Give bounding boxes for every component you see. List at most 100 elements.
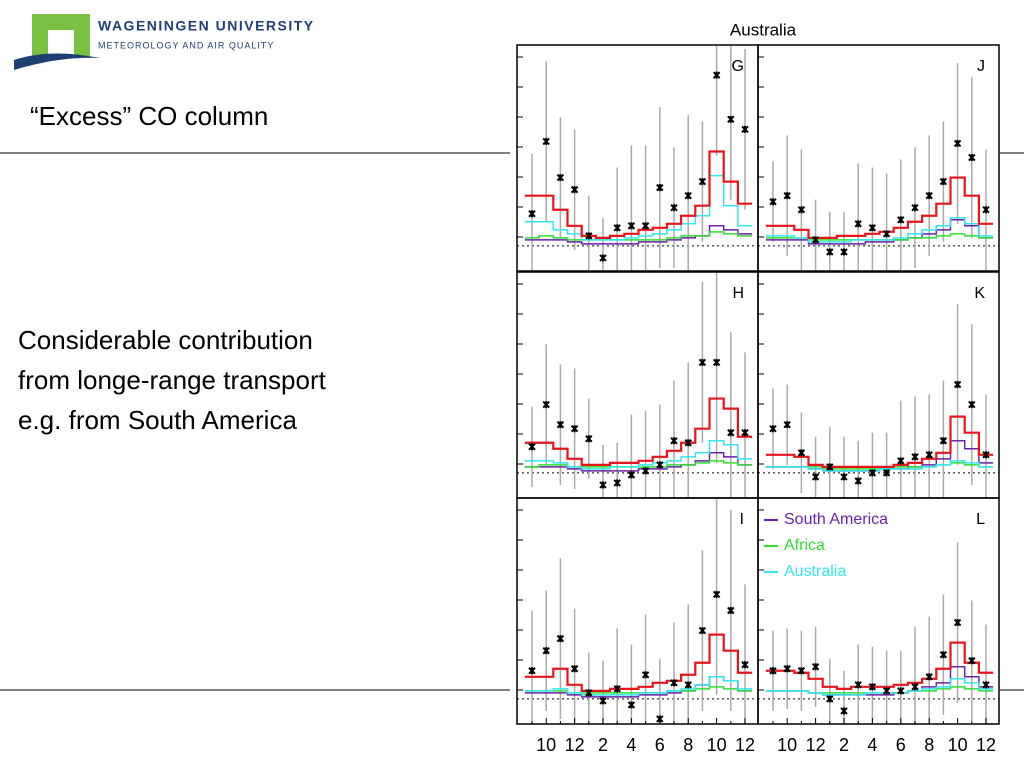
x-tick-label: 8 <box>924 735 934 755</box>
observation <box>968 657 976 665</box>
observation <box>698 177 707 186</box>
observation <box>911 204 919 212</box>
x-tick-label: 10 <box>948 735 968 755</box>
observation <box>982 451 990 459</box>
observation <box>797 667 806 675</box>
observation <box>854 220 862 228</box>
observation <box>925 451 933 459</box>
observation <box>769 424 777 433</box>
panel-label: H <box>732 285 744 302</box>
observation <box>542 646 550 655</box>
observation <box>712 71 721 79</box>
observation <box>868 683 877 691</box>
panel <box>758 304 999 498</box>
observation <box>939 650 948 659</box>
observation <box>556 634 565 643</box>
panel-label: L <box>976 511 985 528</box>
x-tick-label: 12 <box>565 735 585 755</box>
observation <box>783 191 791 200</box>
observation <box>556 420 565 429</box>
observation <box>684 681 692 689</box>
x-tick-label: 12 <box>976 735 996 755</box>
observation <box>897 216 905 224</box>
observation <box>712 358 721 367</box>
legend-label: Australia <box>784 563 846 580</box>
observation <box>727 115 735 124</box>
x-tick-label: 10 <box>777 735 797 755</box>
logo-swoosh <box>14 53 100 70</box>
observation <box>542 400 550 409</box>
x-tick-label: 10 <box>707 735 727 755</box>
panel-label: I <box>740 511 744 528</box>
contribution-line <box>524 225 753 245</box>
observation <box>741 429 749 437</box>
legend-label: South America <box>784 511 888 528</box>
chart-background <box>510 0 1000 768</box>
observation <box>627 701 636 709</box>
panel <box>517 272 758 498</box>
observation <box>542 137 550 146</box>
observation <box>783 665 791 673</box>
observation <box>840 473 848 481</box>
observation <box>670 437 678 445</box>
observation <box>570 424 579 433</box>
x-tick-label: 2 <box>598 735 608 755</box>
observation <box>811 663 820 671</box>
logo <box>14 14 100 70</box>
panel-label: G <box>732 58 744 75</box>
panel <box>517 498 758 724</box>
x-tick-label: 8 <box>683 735 693 755</box>
observation <box>556 173 565 182</box>
observation <box>840 707 848 715</box>
contribution-line <box>765 460 994 472</box>
slide-title: “Excess” CO column <box>30 101 268 131</box>
observation <box>570 665 579 673</box>
body-line: e.g. from South America <box>18 405 297 435</box>
observation <box>599 254 607 262</box>
panel-frame <box>757 497 1000 725</box>
x-tick-label: 6 <box>655 735 665 755</box>
observation <box>769 667 777 675</box>
x-tick-label: 6 <box>896 735 906 755</box>
observation <box>854 477 862 485</box>
observation <box>641 222 650 230</box>
total-line <box>765 176 994 239</box>
body-line: from longe-range transport <box>18 365 327 395</box>
observation <box>727 429 735 437</box>
observation <box>570 185 579 194</box>
total-line <box>765 641 994 690</box>
observation <box>826 463 834 471</box>
contribution-line <box>524 231 753 241</box>
contribution-line <box>524 439 753 470</box>
observation <box>826 248 834 256</box>
panel <box>758 542 999 724</box>
observation <box>727 606 735 615</box>
observation <box>882 230 891 238</box>
observation <box>797 206 806 214</box>
observation <box>656 461 664 469</box>
observation <box>953 618 962 627</box>
observation <box>585 435 593 443</box>
observation <box>613 479 621 487</box>
panel-frame <box>757 44 1000 272</box>
logo-gap <box>48 30 74 58</box>
observation <box>854 681 862 689</box>
observation <box>953 139 962 148</box>
observation <box>868 469 877 477</box>
contribution-line <box>765 217 994 243</box>
observation <box>741 125 749 134</box>
observation <box>840 248 848 256</box>
x-tick-label: 10 <box>536 735 556 755</box>
observation <box>911 453 919 461</box>
observation <box>698 358 707 367</box>
observation <box>882 687 891 695</box>
observation <box>528 443 536 451</box>
observation <box>982 681 990 689</box>
observation <box>641 671 650 679</box>
x-tick-label: 4 <box>626 735 636 755</box>
observation <box>982 206 990 214</box>
observation <box>925 673 933 681</box>
x-tick-label: 12 <box>735 735 755 755</box>
x-tick-label: 2 <box>839 735 849 755</box>
